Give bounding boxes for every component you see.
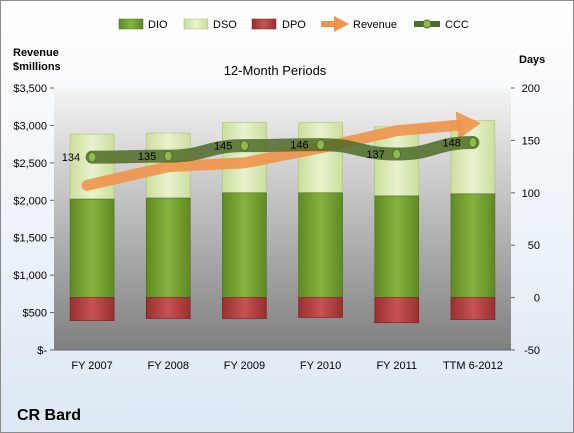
y-left-label-line2: $millions	[13, 61, 61, 73]
ccc-point	[316, 139, 326, 151]
ccc-point	[392, 148, 402, 160]
dpo-bar	[374, 297, 420, 324]
legend-label-dio: DIO	[148, 19, 168, 31]
legend-label-dso: DSO	[213, 19, 237, 31]
dio-bar	[374, 195, 420, 298]
x-tick-label: FY 2011	[376, 360, 417, 372]
y-left-tick-label: $1,000	[13, 270, 47, 282]
ccc-data-label: 146	[290, 140, 308, 152]
y-left-tick-label: $1,500	[13, 233, 47, 245]
y-right-tick-label: -50	[524, 345, 540, 357]
ccc-data-label: 135	[138, 151, 156, 163]
ccc-point	[468, 136, 478, 148]
dio-bar	[298, 192, 343, 298]
y-right-tick-label: 50	[528, 240, 540, 252]
ccc-data-label: 145	[214, 141, 232, 153]
y-right-ticks: -50 0 50 100 150 200	[511, 83, 540, 357]
x-tick-label: FY 2008	[148, 360, 189, 372]
y-left-ticks: $- $500 $1,000 $1,500 $2,000 $2,500 $3,000 $3,5…	[13, 83, 54, 357]
dio-bar	[222, 192, 267, 298]
dpo-bar	[69, 297, 115, 321]
dso-bar	[298, 122, 343, 194]
ccc-data-label: 137	[366, 149, 384, 161]
x-tick-label: FY 2007	[71, 360, 112, 372]
y-right-label: Days	[519, 54, 545, 66]
y-left-tick-label: $-	[37, 345, 47, 357]
ccc-point	[87, 151, 97, 163]
y-right-tick-label: 100	[522, 188, 540, 200]
legend: DIO DSO DPO Revenue CCC	[118, 16, 469, 32]
legend-swatch-ccc	[414, 19, 440, 29]
dpo-bar	[450, 297, 496, 320]
y-left-label-line1: Revenue	[13, 47, 59, 59]
dio-bar	[145, 197, 191, 298]
y-left-tick-label: $3,500	[13, 83, 47, 95]
revenue-arrowhead	[455, 111, 481, 140]
legend-swatch-dio	[118, 18, 144, 30]
revenue-series	[81, 111, 481, 191]
y-left-tick-label: $2,500	[13, 158, 47, 170]
legend-label-dpo: DPO	[282, 19, 306, 31]
company-name: CR Bard	[17, 407, 82, 424]
ccc-series: 134 135 145 146 137 148	[62, 135, 480, 164]
y-right-tick-label: 200	[522, 83, 540, 95]
dpo-bar	[222, 297, 267, 319]
x-tick-label: FY 2010	[300, 360, 341, 372]
revenue-line	[81, 119, 463, 191]
ccc-point	[239, 140, 249, 152]
x-tick-label: FY 2009	[224, 360, 265, 372]
legend-label-revenue: Revenue	[353, 19, 397, 31]
x-axis-labels: FY 2007 FY 2008 FY 2009 FY 2010 FY 2011 TTM 6…	[71, 360, 502, 372]
dio-bar	[69, 198, 115, 298]
y-left-tick-label: $2,000	[13, 195, 47, 207]
y-left-tick-label: $3,000	[13, 120, 47, 132]
y-left-tick-label: $500	[23, 308, 47, 320]
ccc-data-label: 148	[443, 137, 461, 149]
y-right-tick-label: 150	[522, 135, 540, 147]
chart-title: 12-Month Periods	[224, 63, 327, 78]
legend-swatch-dpo	[251, 18, 277, 30]
dpo-bar	[145, 297, 191, 319]
dpo-bar	[298, 297, 343, 318]
legend-swatch-revenue	[321, 16, 349, 32]
x-tick-label: TTM 6-2012	[443, 360, 503, 372]
y-right-tick-label: 0	[534, 293, 540, 305]
dso-bar	[450, 120, 496, 195]
dio-bar	[450, 193, 496, 298]
legend-label-ccc: CCC	[445, 19, 469, 31]
ccc-data-label: 134	[62, 152, 80, 164]
legend-swatch-dso	[183, 18, 209, 30]
ccc-point	[163, 150, 173, 162]
